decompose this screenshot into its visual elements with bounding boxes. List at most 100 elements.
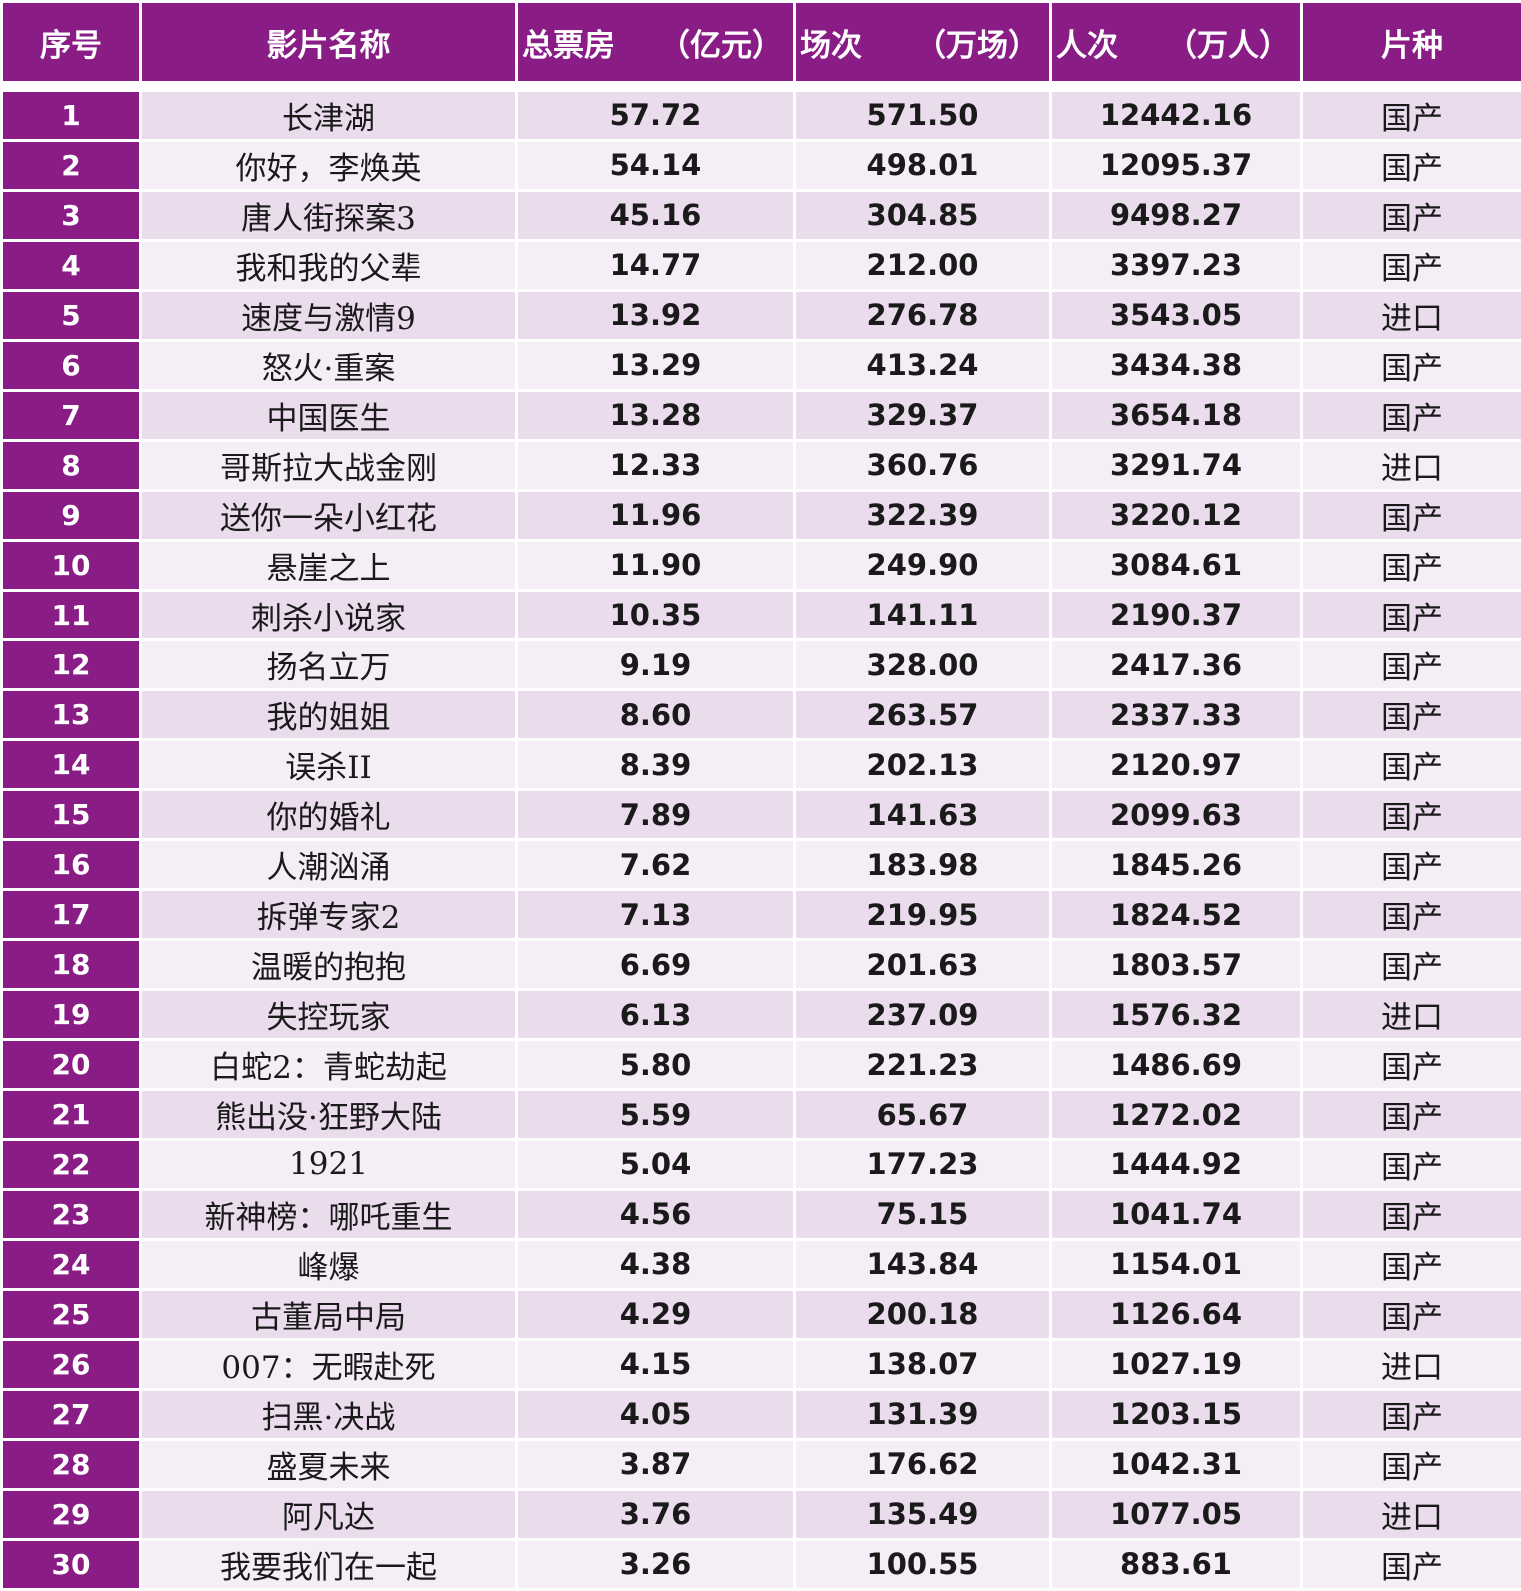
gross-cell: 9.19 — [518, 641, 793, 689]
film-type-cell: 国产 — [1303, 591, 1521, 639]
film-type-cell: 国产 — [1303, 1440, 1521, 1488]
header-admissions: 人次 （万人） — [1052, 3, 1300, 89]
gross-cell: 3.26 — [518, 1540, 793, 1588]
admissions-cell: 2337.33 — [1052, 691, 1300, 739]
row-index-cell: 2 — [3, 141, 139, 189]
row-index-cell: 1 — [3, 92, 139, 139]
gross-cell: 14.77 — [518, 241, 793, 289]
screenings-cell: 141.11 — [796, 591, 1049, 639]
row-index-cell: 17 — [3, 891, 139, 939]
film-type-cell: 国产 — [1303, 941, 1521, 989]
row-index-cell: 16 — [3, 841, 139, 889]
admissions-cell: 1126.64 — [1052, 1290, 1300, 1338]
admissions-cell: 9498.27 — [1052, 191, 1300, 239]
header-gross-unit: （亿元） — [659, 27, 783, 64]
gross-cell: 4.56 — [518, 1190, 793, 1238]
row-index-cell: 11 — [3, 591, 139, 639]
table-row: 7 中国医生 13.28 329.37 3654.18 国产 — [3, 391, 1521, 439]
admissions-cell: 12442.16 — [1052, 92, 1300, 139]
table-row: 17 拆弹专家2 7.13 219.95 1824.52 国产 — [3, 891, 1521, 939]
film-title-cell: 速度与激情9 — [142, 291, 515, 339]
gross-cell: 6.69 — [518, 941, 793, 989]
film-title-cell: 送你一朵小红花 — [142, 491, 515, 539]
table-row: 3 唐人街探案3 45.16 304.85 9498.27 国产 — [3, 191, 1521, 239]
film-type-cell: 国产 — [1303, 841, 1521, 889]
admissions-cell: 1272.02 — [1052, 1091, 1300, 1139]
admissions-cell: 1824.52 — [1052, 891, 1300, 939]
screenings-cell: 131.39 — [796, 1390, 1049, 1438]
table-row: 11 刺杀小说家 10.35 141.11 2190.37 国产 — [3, 591, 1521, 639]
table-row: 24 峰爆 4.38 143.84 1154.01 国产 — [3, 1240, 1521, 1288]
gross-cell: 5.04 — [518, 1141, 793, 1188]
header-gross-label: 总票房 — [522, 27, 615, 64]
film-title-cell: 哥斯拉大战金刚 — [142, 441, 515, 489]
admissions-cell: 1041.74 — [1052, 1190, 1300, 1238]
row-index-cell: 9 — [3, 491, 139, 539]
row-index-cell: 25 — [3, 1290, 139, 1338]
admissions-cell: 3397.23 — [1052, 241, 1300, 289]
table-row: 8 哥斯拉大战金刚 12.33 360.76 3291.74 进口 — [3, 441, 1521, 489]
film-type-cell: 国产 — [1303, 691, 1521, 739]
film-type-cell: 国产 — [1303, 791, 1521, 839]
table-row: 30 我要我们在一起 3.26 100.55 883.61 国产 — [3, 1540, 1521, 1588]
film-title-cell: 盛夏未来 — [142, 1440, 515, 1488]
screenings-cell: 138.07 — [796, 1340, 1049, 1388]
row-index-cell: 13 — [3, 691, 139, 739]
table-row: 20 白蛇2：青蛇劫起 5.80 221.23 1486.69 国产 — [3, 1041, 1521, 1089]
table-row: 4 我和我的父辈 14.77 212.00 3397.23 国产 — [3, 241, 1521, 289]
admissions-cell: 3220.12 — [1052, 491, 1300, 539]
screenings-cell: 200.18 — [796, 1290, 1049, 1338]
film-type-cell: 国产 — [1303, 641, 1521, 689]
table-row: 21 熊出没·狂野大陆 5.59 65.67 1272.02 国产 — [3, 1091, 1521, 1139]
gross-cell: 13.92 — [518, 291, 793, 339]
film-type-cell: 国产 — [1303, 1141, 1521, 1188]
gross-cell: 6.13 — [518, 991, 793, 1039]
screenings-cell: 276.78 — [796, 291, 1049, 339]
film-title-cell: 你的婚礼 — [142, 791, 515, 839]
table-row: 27 扫黑·决战 4.05 131.39 1203.15 国产 — [3, 1390, 1521, 1438]
film-title-cell: 刺杀小说家 — [142, 591, 515, 639]
row-index-cell: 3 — [3, 191, 139, 239]
table-row: 1 长津湖 57.72 571.50 12442.16 国产 — [3, 92, 1521, 139]
header-shows-label: 场次 — [800, 27, 862, 64]
film-title-cell: 人潮汹涌 — [142, 841, 515, 889]
film-title-cell: 唐人街探案3 — [142, 191, 515, 239]
admissions-cell: 1845.26 — [1052, 841, 1300, 889]
gross-cell: 4.38 — [518, 1240, 793, 1288]
film-type-cell: 国产 — [1303, 1390, 1521, 1438]
film-title-cell: 你好，李焕英 — [142, 141, 515, 189]
film-title-cell: 我要我们在一起 — [142, 1540, 515, 1588]
admissions-cell: 1444.92 — [1052, 1141, 1300, 1188]
film-type-cell: 进口 — [1303, 1340, 1521, 1388]
table-row: 19 失控玩家 6.13 237.09 1576.32 进口 — [3, 991, 1521, 1039]
header-shows: 场次 （万场） — [796, 3, 1049, 89]
film-title-cell: 长津湖 — [142, 92, 515, 139]
row-index-cell: 6 — [3, 341, 139, 389]
screenings-cell: 304.85 — [796, 191, 1049, 239]
table-row: 28 盛夏未来 3.87 176.62 1042.31 国产 — [3, 1440, 1521, 1488]
film-type-cell: 国产 — [1303, 1290, 1521, 1338]
screenings-cell: 202.13 — [796, 741, 1049, 789]
row-index-cell: 28 — [3, 1440, 139, 1488]
film-type-cell: 进口 — [1303, 1490, 1521, 1538]
gross-cell: 8.60 — [518, 691, 793, 739]
screenings-cell: 100.55 — [796, 1540, 1049, 1588]
row-index-cell: 22 — [3, 1141, 139, 1188]
table-row: 23 新神榜：哪吒重生 4.56 75.15 1041.74 国产 — [3, 1190, 1521, 1238]
screenings-cell: 135.49 — [796, 1490, 1049, 1538]
film-type-cell: 国产 — [1303, 1190, 1521, 1238]
table-row: 9 送你一朵小红花 11.96 322.39 3220.12 国产 — [3, 491, 1521, 539]
admissions-cell: 1486.69 — [1052, 1041, 1300, 1089]
header-index: 序号 — [3, 3, 139, 89]
screenings-cell: 75.15 — [796, 1190, 1049, 1238]
gross-cell: 57.72 — [518, 92, 793, 139]
film-title-cell: 熊出没·狂野大陆 — [142, 1091, 515, 1139]
table-row: 2 你好，李焕英 54.14 498.01 12095.37 国产 — [3, 141, 1521, 189]
gross-cell: 7.89 — [518, 791, 793, 839]
row-index-cell: 12 — [3, 641, 139, 689]
film-type-cell: 国产 — [1303, 191, 1521, 239]
film-type-cell: 国产 — [1303, 241, 1521, 289]
header-title: 影片名称 — [142, 3, 515, 89]
film-title-cell: 阿凡达 — [142, 1490, 515, 1538]
admissions-cell: 1042.31 — [1052, 1440, 1300, 1488]
